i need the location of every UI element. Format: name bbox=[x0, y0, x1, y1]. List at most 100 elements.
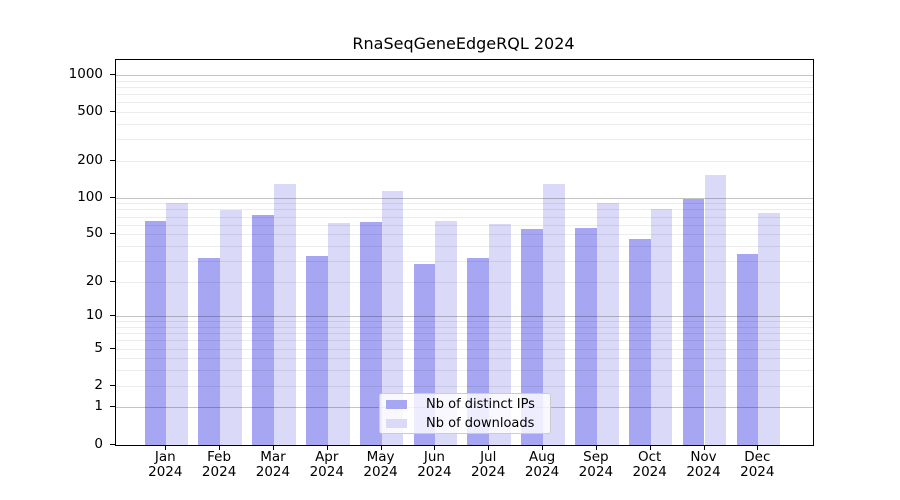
bar-downloads bbox=[273, 183, 296, 445]
x-tick-mark bbox=[219, 445, 221, 450]
downloads-swatch bbox=[386, 418, 407, 428]
bar-distinct-ips bbox=[359, 222, 382, 445]
x-tick-label: Dec 2024 bbox=[725, 450, 789, 480]
gridline-minor bbox=[116, 260, 813, 262]
x-tick-label: Aug 2024 bbox=[510, 450, 574, 480]
bar-downloads bbox=[489, 223, 512, 445]
gridline-minor bbox=[116, 245, 813, 247]
bar-distinct-ips bbox=[252, 215, 274, 445]
y-tick-label: 10 bbox=[85, 307, 103, 324]
bar-downloads bbox=[220, 210, 242, 445]
y-tick-label: 200 bbox=[77, 151, 103, 168]
gridline-minor bbox=[116, 281, 813, 283]
x-tick-month: Oct bbox=[638, 449, 662, 465]
y-tick-label: 100 bbox=[77, 188, 103, 205]
gridline-minor bbox=[116, 370, 813, 372]
x-tick-year: 2024 bbox=[524, 464, 560, 480]
y-tick-mark bbox=[110, 159, 115, 161]
gridline-minor bbox=[116, 209, 813, 211]
y-tick-mark bbox=[110, 443, 115, 445]
x-tick-year: 2024 bbox=[686, 464, 721, 480]
y-tick-label: 50 bbox=[85, 225, 103, 242]
gridline-minor bbox=[116, 333, 813, 335]
bar-distinct-ips bbox=[305, 255, 328, 445]
x-tick-year: 2024 bbox=[471, 464, 506, 480]
plot-area: Nb of distinct IPs Nb of downloads bbox=[115, 59, 814, 446]
x-tick-month: May bbox=[366, 449, 395, 465]
x-tick-month: Jan bbox=[154, 449, 176, 465]
bar-downloads bbox=[596, 202, 619, 445]
gridline-minor bbox=[116, 224, 813, 226]
y-tick-mark bbox=[110, 406, 115, 408]
gridline-minor bbox=[116, 102, 813, 104]
y-tick-label: 2 bbox=[94, 376, 103, 393]
bar-distinct-ips bbox=[575, 228, 597, 445]
bar-distinct-ips bbox=[144, 221, 167, 445]
gridline-minor bbox=[116, 385, 813, 387]
x-tick-label: Jan 2024 bbox=[133, 450, 197, 480]
gridline-minor bbox=[116, 358, 813, 360]
x-tick-year: 2024 bbox=[309, 464, 344, 480]
bar-downloads bbox=[435, 221, 458, 445]
legend-item-downloads: Nb of downloads bbox=[380, 414, 550, 432]
gridline-major bbox=[116, 316, 813, 318]
gridline-minor bbox=[116, 321, 813, 323]
gridline-major bbox=[116, 75, 813, 76]
x-tick-label: Apr 2024 bbox=[295, 450, 359, 480]
bar-distinct-ips bbox=[198, 257, 221, 445]
x-tick-mark bbox=[434, 445, 436, 450]
x-tick-label: May 2024 bbox=[349, 450, 413, 480]
bar-downloads bbox=[166, 203, 189, 445]
x-tick-month: Feb bbox=[207, 449, 232, 465]
gridline-minor bbox=[116, 160, 813, 162]
x-tick-mark bbox=[542, 445, 544, 450]
y-tick-mark bbox=[110, 74, 115, 75]
gridline-minor bbox=[116, 326, 813, 328]
chart-legend: Nb of distinct IPs Nb of downloads bbox=[379, 393, 551, 434]
y-tick-label: 20 bbox=[85, 272, 103, 289]
x-tick-month: Apr bbox=[315, 449, 339, 465]
x-tick-label: Jul 2024 bbox=[456, 450, 520, 480]
chart-title: RnaSeqGeneEdgeRQL 2024 bbox=[352, 34, 575, 53]
x-tick-year: 2024 bbox=[201, 464, 237, 480]
x-tick-label: Sep 2024 bbox=[564, 450, 628, 480]
gridline-minor bbox=[116, 112, 813, 114]
y-tick-label: 500 bbox=[77, 103, 103, 120]
gridline-minor bbox=[116, 348, 813, 350]
y-tick-mark bbox=[110, 280, 115, 282]
x-tick-mark bbox=[380, 445, 382, 450]
x-tick-mark bbox=[272, 445, 274, 450]
distinct-ips-swatch bbox=[386, 399, 407, 409]
legend-item-distinct-ips: Nb of distinct IPs bbox=[380, 395, 550, 413]
x-tick-year: 2024 bbox=[363, 464, 398, 480]
x-tick-mark bbox=[649, 445, 651, 450]
gridline-minor bbox=[116, 139, 813, 141]
x-tick-label: Mar 2024 bbox=[241, 450, 305, 480]
x-tick-mark bbox=[326, 445, 328, 450]
x-tick-month: Nov bbox=[690, 449, 717, 465]
bar-downloads bbox=[327, 222, 350, 445]
bar-downloads bbox=[381, 191, 404, 445]
y-tick-mark bbox=[110, 384, 115, 386]
x-tick-month: Jul bbox=[480, 449, 497, 465]
x-tick-year: 2024 bbox=[578, 464, 614, 480]
y-tick-mark bbox=[110, 111, 115, 113]
legend-label-downloads: Nb of downloads bbox=[426, 415, 535, 431]
bar-downloads bbox=[758, 212, 781, 445]
y-tick-mark bbox=[110, 347, 115, 349]
bar-downloads bbox=[650, 208, 673, 445]
bar-distinct-ips bbox=[736, 254, 759, 445]
y-tick-mark bbox=[110, 233, 115, 235]
y-tick-label: 5 bbox=[94, 339, 103, 356]
bar-distinct-ips bbox=[682, 198, 705, 445]
x-tick-mark bbox=[165, 445, 167, 450]
x-tick-year: 2024 bbox=[417, 464, 452, 480]
x-tick-label: Jun 2024 bbox=[402, 450, 466, 480]
x-tick-mark bbox=[488, 445, 490, 450]
x-tick-label: Feb 2024 bbox=[187, 450, 251, 480]
x-tick-year: 2024 bbox=[632, 464, 667, 480]
gridline-minor bbox=[116, 80, 813, 82]
bar-downloads bbox=[704, 175, 727, 445]
x-tick-year: 2024 bbox=[148, 464, 183, 480]
